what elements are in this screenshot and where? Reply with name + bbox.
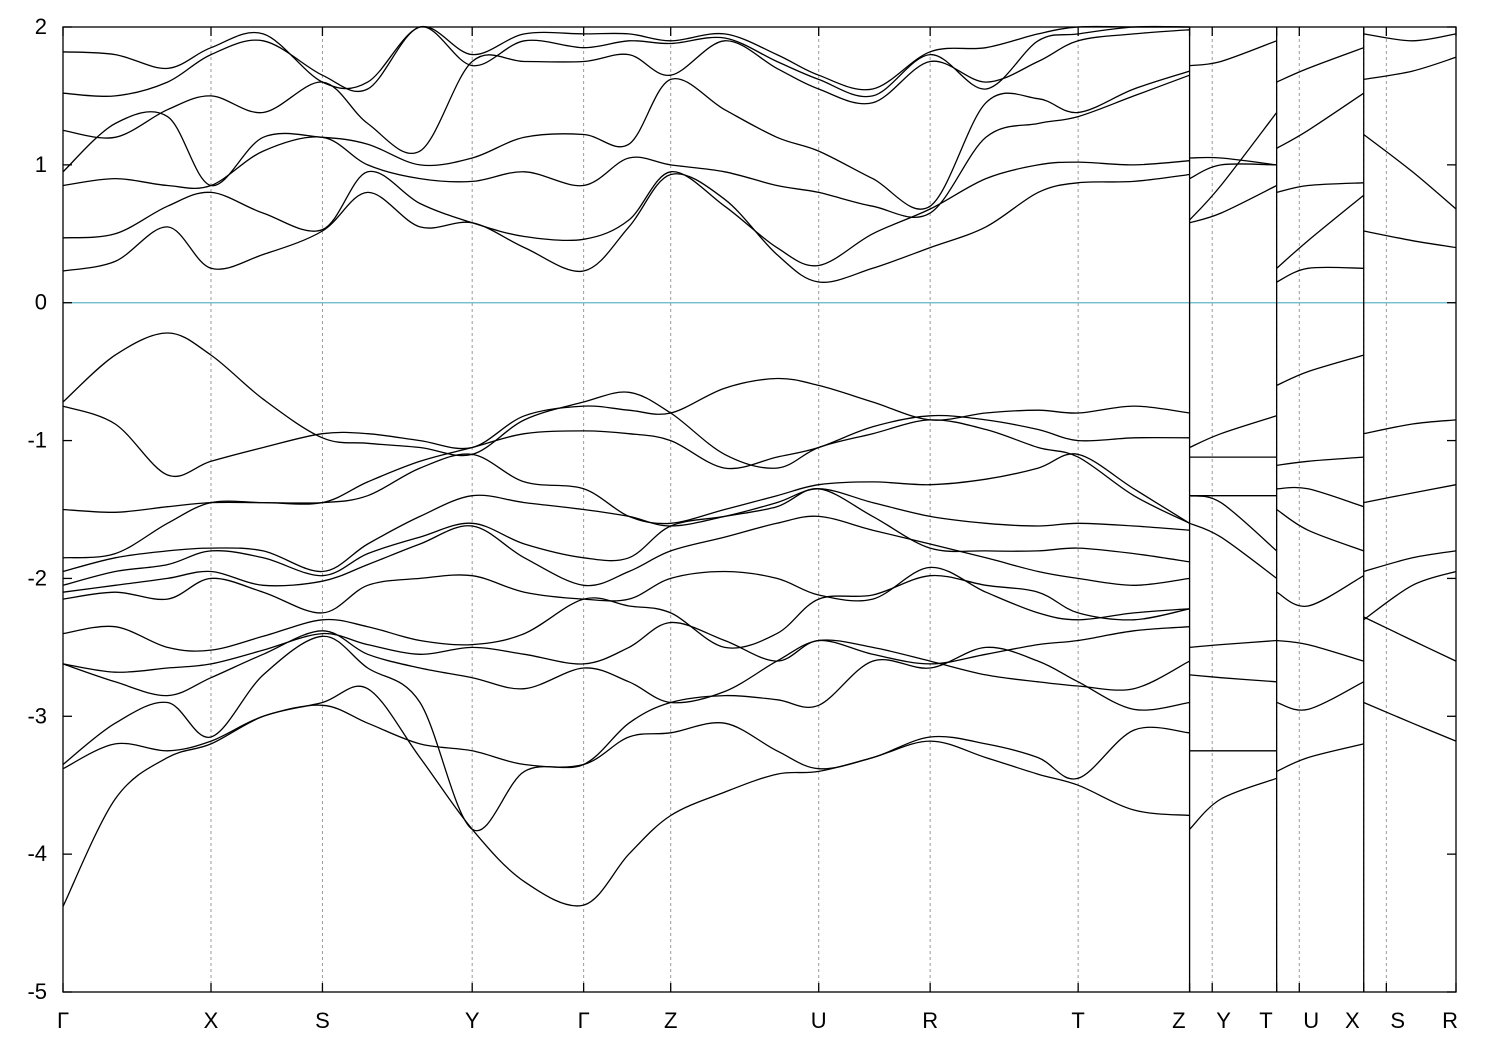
band-8 [62, 488, 1190, 586]
band-48 [1363, 701, 1457, 742]
x-tick-label: R [922, 1008, 938, 1033]
band-57 [1363, 33, 1457, 42]
band-13 [62, 332, 1190, 524]
y-tick-label: -5 [27, 979, 47, 1004]
y-tick-label: -2 [27, 565, 47, 590]
band-31 [1189, 112, 1278, 221]
band-29 [1189, 415, 1277, 449]
x-tick-label: Z [664, 1008, 677, 1033]
band-0 [62, 685, 1190, 907]
band-40 [1276, 486, 1364, 508]
band-56 [1363, 56, 1457, 81]
band-18 [62, 29, 1190, 154]
band-3 [62, 630, 1190, 704]
x-tick-label: U [1303, 1008, 1319, 1033]
band-lines [62, 25, 1457, 907]
band-35 [1276, 743, 1364, 772]
band-37 [1276, 639, 1364, 662]
band-30 [1189, 184, 1277, 224]
band-41 [1276, 456, 1364, 467]
band-6 [62, 566, 1190, 621]
x-tick-label: Y [465, 1008, 480, 1033]
band-49 [1363, 570, 1457, 621]
y-tick-label: -3 [27, 703, 47, 728]
band-45 [1276, 182, 1364, 194]
x-tick-label: T [1071, 1008, 1084, 1033]
x-tick-label: R [1442, 1008, 1458, 1033]
band-11 [62, 414, 1190, 513]
band-21 [1189, 777, 1277, 830]
x-tick-label: Y [1216, 1008, 1231, 1033]
band-24 [1189, 639, 1277, 649]
band-23 [1189, 674, 1277, 683]
band-19 [62, 25, 1190, 98]
band-42 [1276, 354, 1364, 386]
band-7 [62, 515, 1190, 593]
band-55 [1363, 133, 1457, 210]
band-32 [1189, 163, 1277, 180]
band-17 [62, 70, 1190, 210]
band-38 [1276, 575, 1365, 607]
band-10 [62, 453, 1190, 559]
band-26 [1189, 495, 1278, 552]
y-tick-label: 2 [35, 14, 47, 39]
y-tick-label: -1 [27, 428, 47, 453]
x-tick-label: U [811, 1008, 827, 1033]
band-16 [62, 74, 1190, 218]
band-1 [62, 704, 1190, 780]
band-25 [1189, 522, 1278, 579]
band-53 [1363, 419, 1457, 435]
band-5 [62, 574, 1190, 652]
x-tick-label: S [315, 1008, 330, 1033]
band-2 [62, 635, 1190, 832]
x-tick-label: S [1390, 1008, 1405, 1033]
band-52 [1363, 484, 1457, 504]
x-tick-label: X [1345, 1008, 1360, 1033]
panel-breaks [1188, 27, 1365, 992]
band-20 [62, 25, 1190, 91]
y-tick-label: 1 [35, 152, 47, 177]
band-4 [62, 621, 1190, 673]
y-tick-label: 0 [35, 290, 47, 315]
band-44 [1276, 194, 1365, 269]
plot-frame [62, 26, 1457, 993]
band-54 [1363, 230, 1457, 249]
band-36 [1276, 681, 1364, 711]
y-axis: -5 -4 -3 -2 -1 0 1 2 [27, 14, 1456, 1004]
band-51 [1363, 550, 1457, 573]
band-39 [1276, 508, 1364, 552]
band-14 [62, 173, 1190, 283]
x-tick-label: Γ [578, 1008, 590, 1033]
y-tick-label: -4 [27, 841, 47, 866]
band-15 [62, 160, 1190, 267]
band-12 [62, 377, 1190, 478]
band-34 [1189, 40, 1277, 67]
band-43 [1276, 266, 1364, 283]
x-tick-label: X [204, 1008, 219, 1033]
x-tick-label: Γ [57, 1008, 69, 1033]
band-47 [1276, 47, 1364, 83]
band-33 [1189, 156, 1277, 166]
band-50 [1363, 616, 1457, 662]
band-46 [1276, 92, 1365, 149]
x-tick-label: T [1259, 1008, 1272, 1033]
x-tick-label: Z [1172, 1008, 1185, 1033]
